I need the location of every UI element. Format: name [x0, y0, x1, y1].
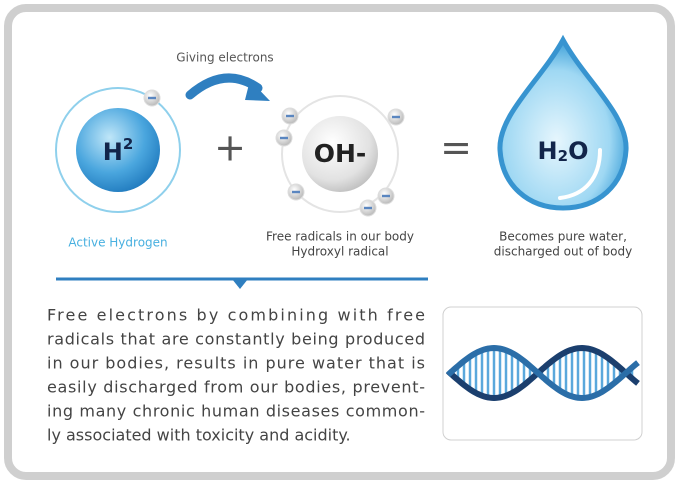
electron: [288, 184, 304, 200]
plus: +: [214, 126, 246, 170]
paragraph-line: Free electrons by combining with free: [47, 306, 425, 325]
symbol: O: [568, 137, 588, 165]
arrow-label: Giving electrons: [176, 51, 273, 65]
subscript: 2: [558, 147, 568, 165]
equals: =: [440, 126, 472, 170]
caption: discharged out of body: [494, 245, 632, 259]
electron: [282, 108, 298, 124]
hydroxyl-symbol: OH-: [314, 139, 367, 168]
infographic: Giving electrons H2 Active Hydrogen + OH…: [0, 0, 679, 484]
electron: [144, 90, 160, 106]
paragraph-line: radicals that are constantly being produ…: [47, 330, 425, 349]
caption: Hydroxyl radical: [291, 245, 388, 259]
caption: Free radicals in our body: [266, 230, 414, 244]
paragraph-line: easily discharged from our bodies, preve…: [47, 378, 425, 397]
caption: Active Hydrogen: [68, 236, 167, 250]
caption: Becomes pure water,: [499, 230, 627, 244]
electron: [378, 188, 394, 204]
symbol: H: [103, 138, 123, 166]
symbol: H: [538, 137, 558, 165]
paragraph-line: ly associated with toxicity and acidity.: [47, 426, 351, 445]
electron: [276, 130, 292, 146]
superscript: 2: [123, 135, 133, 153]
paragraph-line: ing many chronic human diseases common-: [47, 402, 425, 421]
electron: [360, 200, 376, 216]
electron: [388, 109, 404, 125]
paragraph-line: in our bodies, results in pure water tha…: [47, 354, 425, 373]
